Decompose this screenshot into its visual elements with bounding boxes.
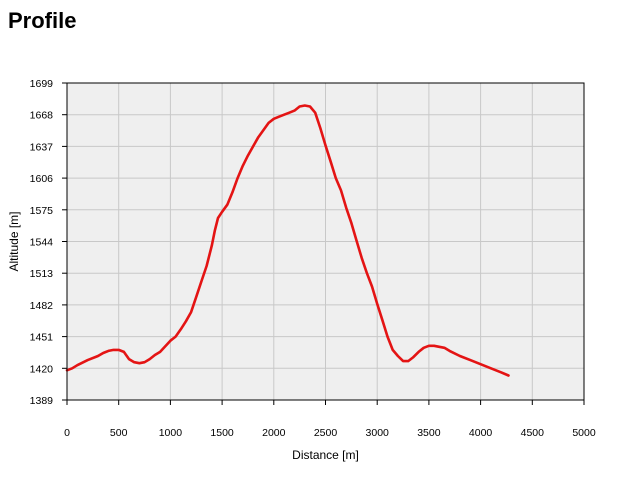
y-tick-label: 1420 bbox=[30, 363, 54, 375]
y-tick-label: 1389 bbox=[30, 395, 54, 407]
x-tick-label: 1000 bbox=[159, 427, 183, 439]
y-tick-label: 1575 bbox=[30, 205, 54, 217]
x-tick-label: 2000 bbox=[262, 427, 286, 439]
y-tick-label: 1637 bbox=[30, 141, 54, 153]
altitude-series-line bbox=[65, 104, 510, 377]
x-tick-label: 0 bbox=[64, 427, 70, 439]
x-tick-label: 4500 bbox=[521, 427, 545, 439]
page-title: Profile bbox=[8, 8, 77, 33]
y-axis: 1389 1420 1451 1482 1513 1544 1575 1606 1637 1668… bbox=[30, 78, 67, 407]
x-tick-label: 2500 bbox=[314, 427, 338, 439]
y-tick-label: 1482 bbox=[30, 300, 54, 312]
x-axis: 0 500 1000 1500 2000 2500 3000 3500 4000 4500 5000 bbox=[64, 400, 596, 439]
x-tick-label: 4000 bbox=[469, 427, 493, 439]
y-tick-label: 1513 bbox=[30, 268, 54, 280]
y-tick-label: 1699 bbox=[30, 78, 54, 90]
y-tick-label: 1606 bbox=[30, 173, 54, 185]
x-axis-title: Distance [m] bbox=[292, 448, 359, 462]
x-tick-label: 3000 bbox=[366, 427, 390, 439]
x-tick-label: 500 bbox=[110, 427, 128, 439]
y-tick-label: 1544 bbox=[30, 237, 54, 249]
x-tick-label: 5000 bbox=[572, 427, 596, 439]
x-tick-label: 1500 bbox=[210, 427, 234, 439]
x-tick-label: 3500 bbox=[417, 427, 441, 439]
y-tick-label: 1668 bbox=[30, 110, 54, 122]
y-tick-label: 1451 bbox=[30, 332, 54, 344]
y-axis-title: Altitude [m] bbox=[7, 211, 21, 271]
